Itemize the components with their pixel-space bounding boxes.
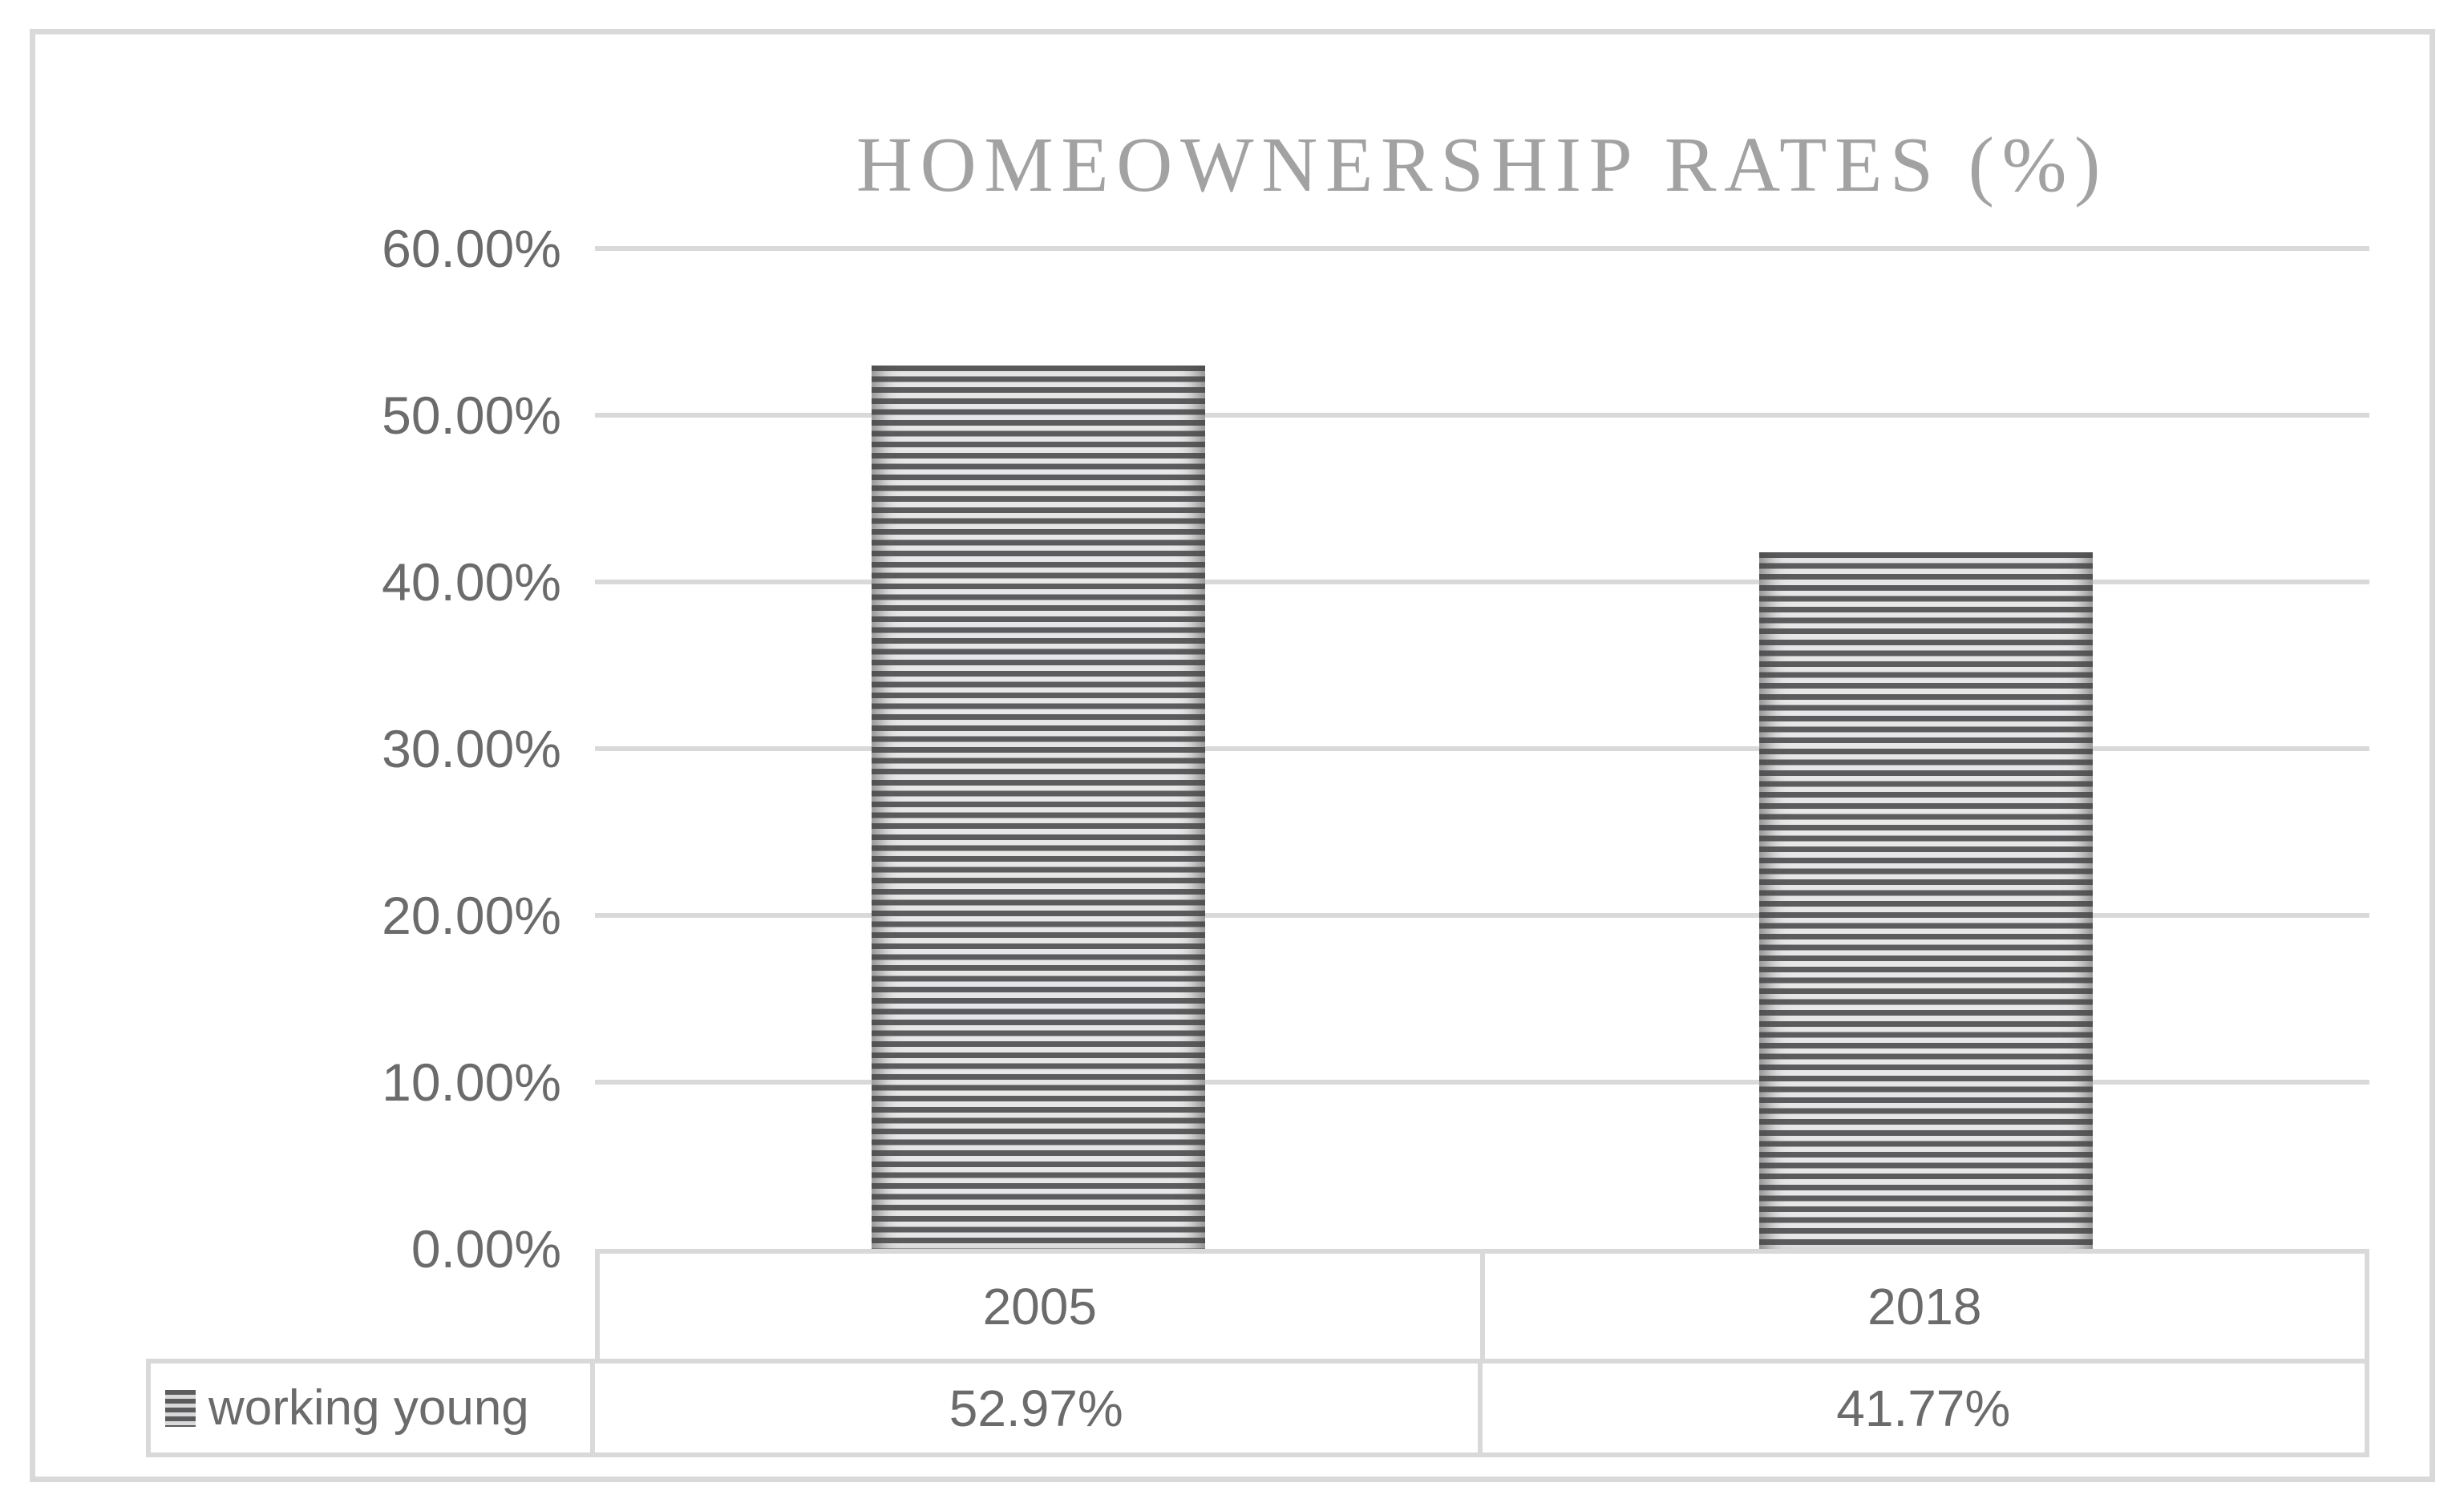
series-name-label: working young — [208, 1380, 529, 1436]
y-tick-label: 30.00% — [382, 719, 561, 778]
y-tick-label: 40.00% — [382, 551, 561, 612]
bar-2005 — [872, 366, 1206, 1249]
y-tick-label: 10.00% — [382, 1052, 561, 1112]
y-tick-label: 60.00% — [382, 219, 561, 278]
chart-title: HOMEOWNERSHIP RATES (%) — [856, 122, 2109, 208]
gridline-40 — [595, 579, 2369, 584]
gridline-20 — [595, 913, 2369, 918]
data-table-category-row: 2005 2018 — [595, 1249, 2369, 1359]
gridline-30 — [595, 746, 2369, 751]
plot-area — [595, 246, 2369, 1249]
gridline-60 — [595, 246, 2369, 251]
category-cell-2018: 2018 — [1867, 1277, 1982, 1335]
gridline-50 — [595, 413, 2369, 418]
gridline-10 — [595, 1079, 2369, 1085]
value-cell-2018: 41.77% — [1836, 1379, 2011, 1437]
category-cell-2005: 2005 — [600, 1254, 1485, 1359]
y-axis-tick-labels: 60.00% 50.00% 40.00% 30.00% 20.00% 10.00… — [192, 219, 561, 1279]
bar-2018 — [1758, 552, 2093, 1249]
legend-cell: working young — [151, 1364, 595, 1452]
y-tick-label: 0.00% — [411, 1219, 561, 1279]
data-table-value-row: working young 52.97% 41.77% — [146, 1359, 2369, 1457]
value-cell-2005: 52.97% — [595, 1364, 1483, 1452]
series-swatch-icon — [165, 1389, 196, 1427]
y-tick-label: 20.00% — [382, 886, 561, 945]
y-tick-label: 50.00% — [382, 386, 561, 445]
